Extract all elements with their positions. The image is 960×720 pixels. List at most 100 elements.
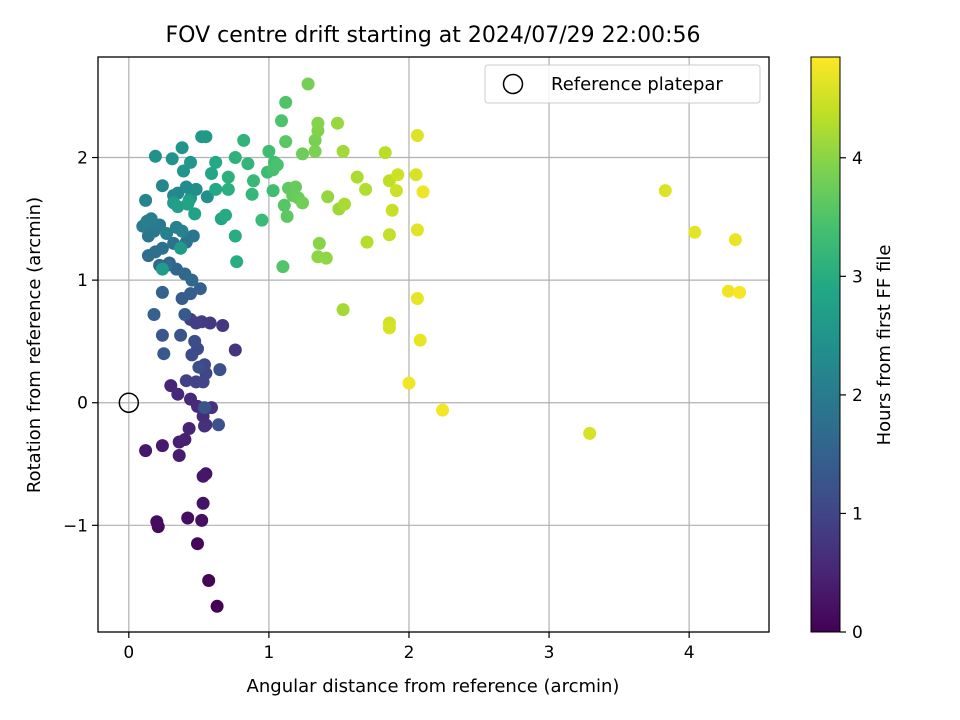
data-point [275, 114, 288, 128]
data-point [228, 229, 242, 243]
data-point [177, 164, 190, 178]
data-point [157, 347, 171, 361]
data-point [155, 241, 169, 255]
data-point [230, 255, 244, 269]
data-point [147, 308, 161, 321]
y-tick-label: 0 [77, 394, 88, 414]
x-axis-label: Angular distance from reference (arcmin) [247, 676, 620, 697]
y-tick-label: −1 [63, 516, 88, 536]
data-point [266, 184, 280, 198]
data-point [237, 133, 251, 147]
data-point [175, 224, 189, 238]
y-axis-label: Rotation from reference (arcmin) [24, 197, 45, 493]
x-axis-ticks: 0 1 2 3 4 [123, 632, 695, 663]
data-point [198, 401, 211, 415]
data-point [174, 241, 188, 255]
data-point [181, 197, 195, 211]
data-point [336, 303, 350, 317]
data-point [359, 182, 373, 196]
data-point [216, 319, 230, 332]
data-point [178, 308, 192, 321]
data-point [184, 155, 197, 169]
data-point [195, 513, 209, 527]
data-point [178, 433, 192, 446]
legend-marker-icon [502, 73, 524, 95]
legend-box [484, 64, 761, 104]
data-point [658, 184, 672, 198]
data-point [139, 193, 153, 207]
data-point [175, 141, 189, 155]
x-tick-label: 4 [684, 643, 695, 663]
data-point [410, 292, 424, 305]
data-point [202, 574, 216, 587]
data-point [277, 198, 291, 212]
data-point [279, 95, 293, 109]
data-point [179, 374, 193, 388]
data-point [192, 360, 206, 374]
colorbar-tick-label: 4 [852, 149, 863, 169]
data-point [385, 203, 399, 217]
data-point [255, 213, 269, 227]
data-point [174, 328, 188, 342]
data-point [179, 180, 193, 194]
data-point [155, 328, 169, 342]
data-point [410, 129, 424, 142]
data-point [350, 170, 364, 184]
data-point [150, 515, 164, 529]
data-point [382, 228, 396, 242]
data-point [296, 147, 309, 161]
data-points [136, 77, 747, 613]
data-point [276, 260, 290, 274]
data-point [140, 214, 154, 228]
data-point [219, 208, 232, 222]
data-point [308, 133, 322, 147]
data-point [262, 144, 276, 158]
data-point [155, 439, 169, 453]
data-point [196, 496, 210, 510]
data-point [416, 185, 430, 199]
data-point [155, 285, 169, 299]
colorbar-gradient [810, 56, 841, 633]
data-point [181, 511, 195, 525]
data-point [389, 184, 403, 198]
colorbar-tick-label: 2 [852, 386, 863, 406]
data-point [171, 387, 185, 401]
data-point [410, 223, 424, 237]
data-point [199, 130, 213, 144]
data-point [382, 321, 396, 335]
data-point [378, 146, 392, 160]
data-point [319, 251, 333, 265]
data-point [308, 144, 322, 158]
data-point [245, 187, 259, 201]
data-point [391, 168, 405, 182]
data-point [200, 190, 214, 204]
data-point [228, 151, 242, 164]
colorbar-ticks: 0 1 2 3 4 [840, 149, 863, 643]
data-point [311, 116, 325, 130]
x-tick-label: 2 [404, 643, 415, 663]
data-point [189, 182, 203, 196]
data-point [688, 225, 702, 239]
y-tick-label: 1 [77, 271, 88, 291]
data-point [209, 182, 223, 196]
data-point [212, 418, 225, 432]
data-point [160, 227, 174, 240]
data-point [336, 144, 350, 158]
data-point [360, 235, 374, 249]
data-point [402, 376, 416, 390]
data-point [188, 207, 202, 221]
y-tick-label: 2 [77, 149, 88, 169]
data-point [191, 537, 204, 551]
data-point [188, 334, 202, 348]
data-point [182, 422, 196, 435]
data-point [312, 236, 326, 250]
data-point [185, 273, 199, 287]
data-point [186, 229, 200, 243]
data-point [331, 116, 344, 130]
colorbar-tick-label: 1 [852, 504, 863, 524]
data-point [172, 449, 186, 462]
y-axis-ticks: −1 0 1 2 [63, 149, 98, 536]
colorbar: 0 1 2 3 4 Hours from first FF file [810, 56, 895, 643]
data-point [279, 135, 293, 149]
data-point [205, 167, 218, 180]
